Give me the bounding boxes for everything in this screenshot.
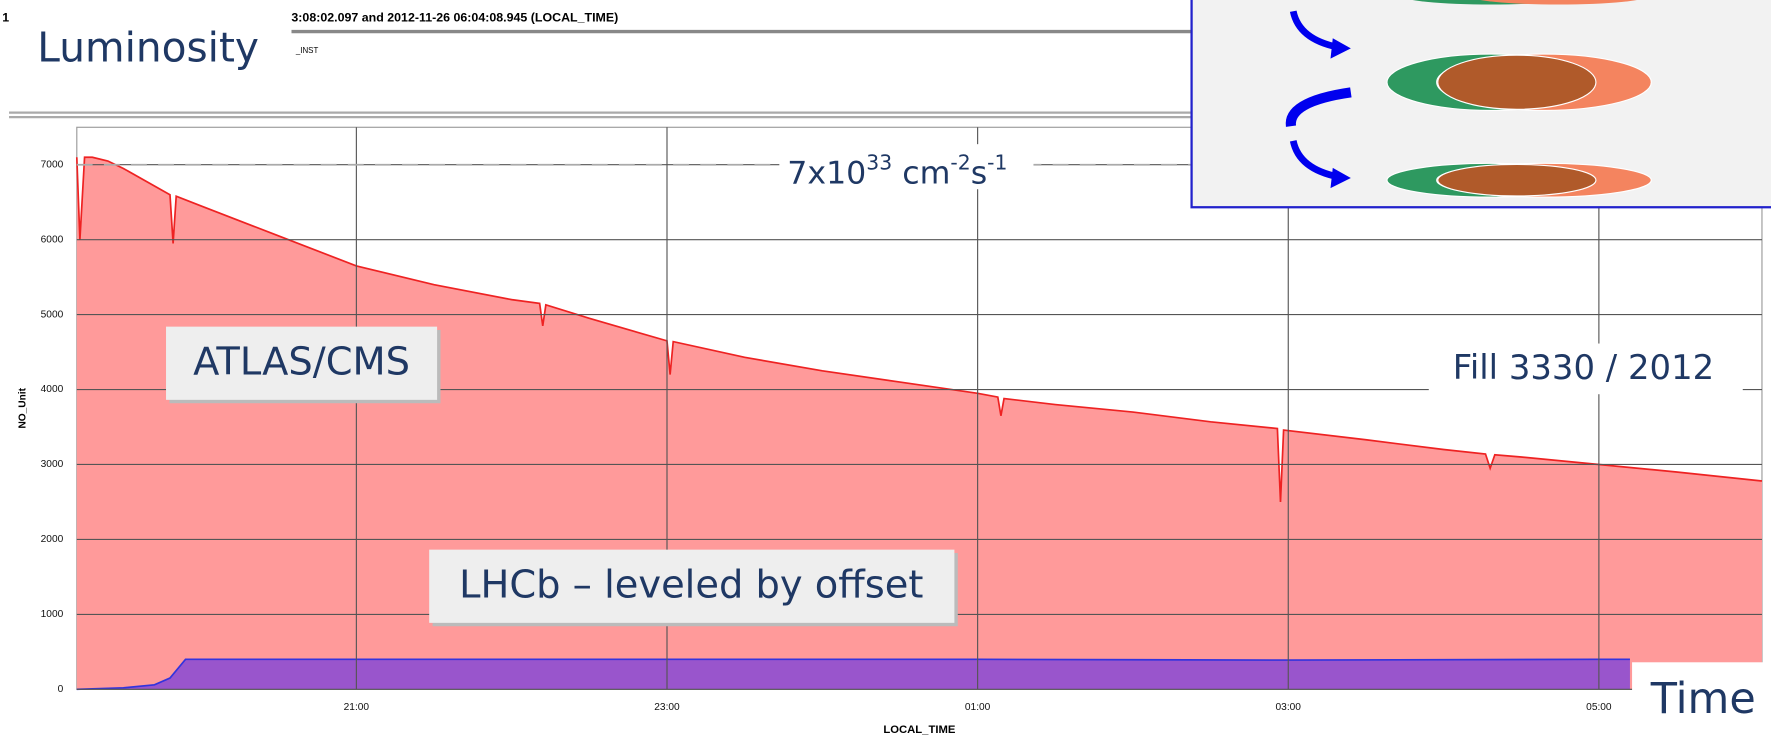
label-box	[1632, 662, 1771, 739]
peak-exp: 33	[866, 150, 892, 174]
beam-overlap	[1437, 163, 1597, 197]
peak-unit-exp: -1	[987, 150, 1007, 174]
y-tick-label: 0	[58, 684, 64, 695]
peak-unit-exp: -2	[950, 150, 970, 174]
x-tick-label: 03:00	[1276, 702, 1302, 713]
x-tick-label: 05:00	[1586, 702, 1612, 713]
title: Luminosity	[37, 24, 259, 72]
peak-label: 7x1033 cm-2s-1	[787, 150, 1007, 191]
title-box	[9, 5, 292, 108]
y-tick-label: 6000	[41, 234, 64, 245]
beam-orange	[1480, 0, 1637, 5]
label-box	[779, 144, 1034, 190]
x-tick-label: 21:00	[344, 702, 370, 713]
area	[76, 659, 1630, 690]
label-box	[429, 549, 955, 623]
arrow-head	[1330, 167, 1351, 189]
fill-label: Fill 3330 / 2012	[1453, 348, 1714, 387]
time-label: Time	[1650, 674, 1756, 724]
y-tick-label: 1000	[41, 609, 64, 620]
line	[75, 156, 1763, 503]
beam-overlap	[1437, 54, 1597, 110]
y-tick-label: 3000	[41, 459, 64, 470]
arrow	[1289, 10, 1340, 51]
plot: 0 1000 2000 3000 4000 5000 6000 7000 21:00 23:00 0…	[17, 126, 1763, 736]
header-variable: _INST	[295, 46, 319, 55]
x-tick-label: 01:00	[965, 702, 991, 713]
label-box	[166, 326, 438, 400]
x-tick-label: 23:00	[654, 702, 680, 713]
label-box	[1428, 343, 1743, 395]
peak-unit: cm	[892, 156, 950, 192]
y-tick-label: 4000	[41, 384, 64, 395]
y-tick-label: 5000	[41, 309, 64, 320]
peak-unit: s	[971, 156, 987, 192]
arrow	[1285, 87, 1352, 127]
y-tick-label: 2000	[41, 534, 64, 545]
y-axis-label: NO_Unit	[17, 387, 28, 428]
header-left: 1	[2, 10, 9, 24]
y-tick-label: 7000	[41, 159, 64, 170]
arrow-head	[1330, 38, 1351, 59]
arrow	[1289, 139, 1340, 181]
peak-base: 7x10	[787, 156, 866, 192]
series-label: ATLAS/CMS	[193, 339, 410, 384]
series-label: LHCb – leveled by offset	[459, 562, 923, 607]
overlay: ATLAS/CMS LHCb – leveled by offset Fill …	[166, 0, 1771, 739]
x-axis-label: LOCAL_TIME	[883, 724, 956, 736]
header-query: 3:08:02.097 and 2012-11-26 06:04:08.945 …	[291, 10, 618, 24]
